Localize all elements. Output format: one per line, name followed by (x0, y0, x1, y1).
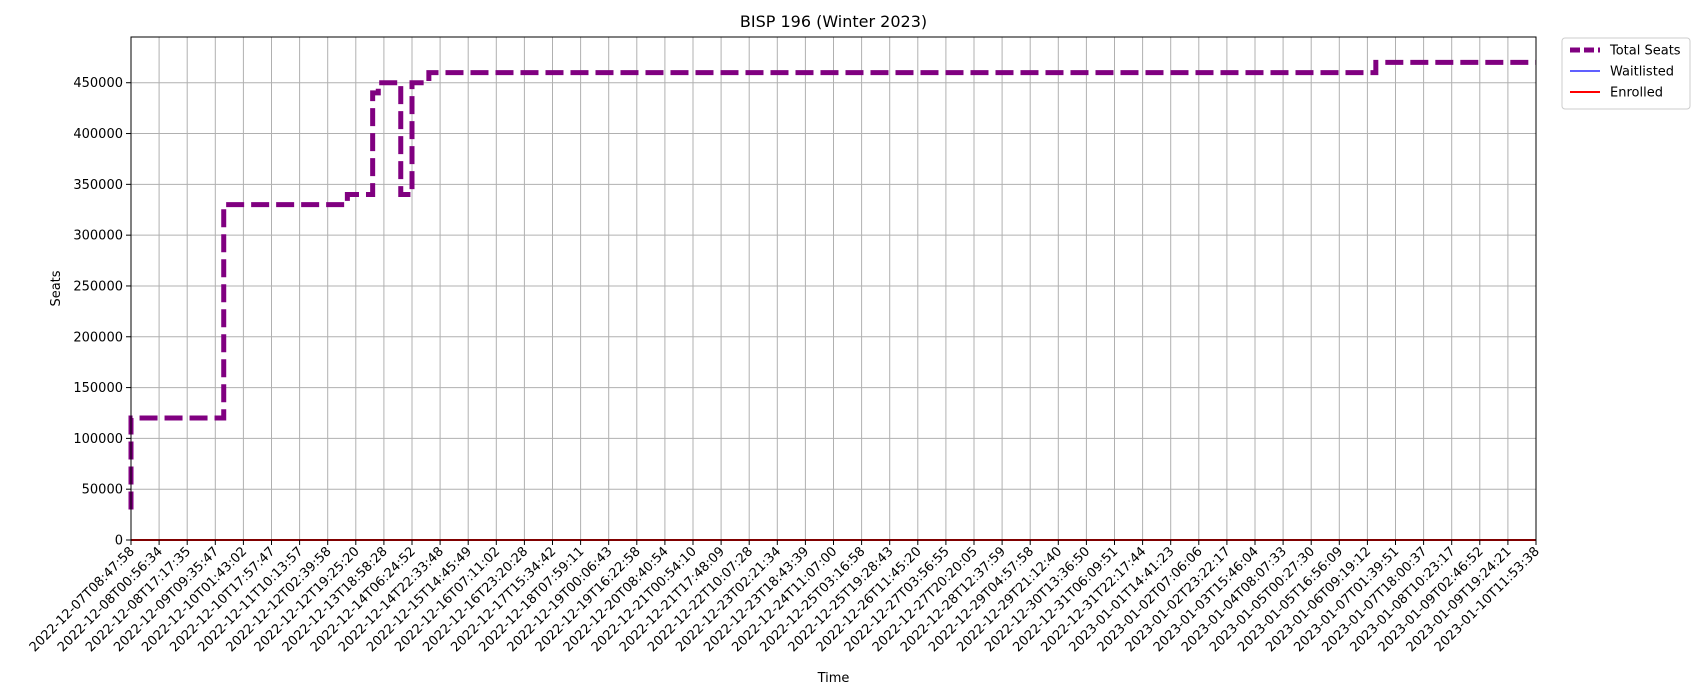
y-axis: 0 50000 100000 150000 200000 250000 300000 3500… (73, 76, 131, 549)
y-tick-label: 300000 (73, 229, 123, 244)
chart-title: BISP 196 (Winter 2023) (740, 12, 927, 31)
legend-label: Total Seats (1609, 44, 1681, 59)
y-tick-label: 200000 (73, 330, 123, 345)
y-tick-label: 250000 (73, 279, 123, 294)
y-tick-label: 50000 (82, 483, 123, 498)
legend: Total Seats Waitlisted Enrolled (1561, 37, 1691, 110)
y-tick-label: 350000 (73, 178, 123, 193)
legend-label: Waitlisted (1610, 65, 1674, 80)
y-axis-title: Seats (49, 270, 64, 306)
y-tick-label: 100000 (73, 432, 123, 447)
y-tick-label: 450000 (73, 76, 123, 91)
legend-label: Enrolled (1610, 86, 1663, 101)
x-axis: 2022-12-07T08:47:582022-12-08T00:56:3420… (27, 540, 1543, 655)
y-tick-label: 400000 (73, 127, 123, 142)
x-axis-title: Time (817, 671, 850, 686)
y-tick-label: 150000 (73, 381, 123, 396)
y-tick-label: 0 (115, 534, 123, 549)
grid (130, 37, 1537, 541)
series-line-total-seats (128, 59, 1536, 510)
